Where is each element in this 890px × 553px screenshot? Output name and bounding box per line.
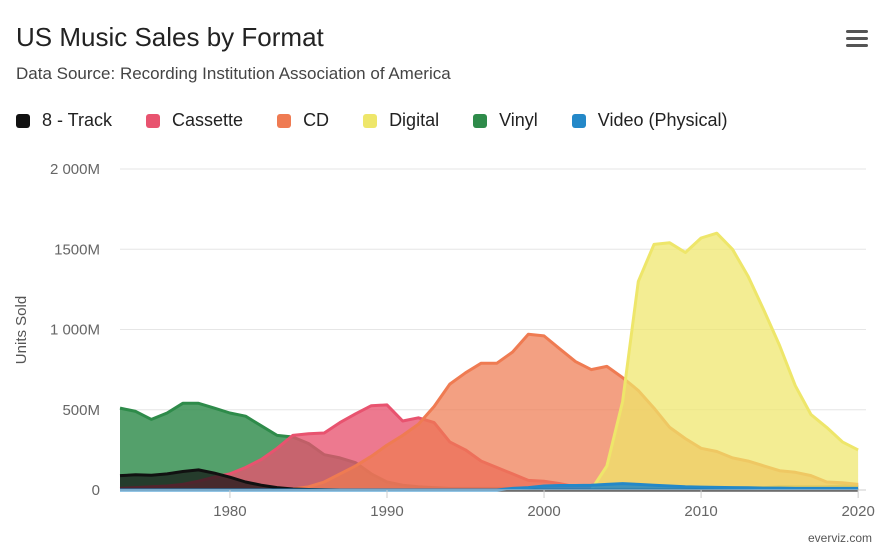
- legend-label: CD: [303, 110, 330, 130]
- hamburger-icon: [846, 30, 868, 33]
- legend-item[interactable]: Video (Physical): [571, 110, 728, 131]
- legend-item[interactable]: Digital: [363, 110, 439, 131]
- x-tick-label: 2010: [684, 503, 717, 520]
- y-axis-label: Units Sold: [13, 296, 30, 364]
- x-tick-label: 2000: [527, 503, 560, 520]
- legend-item[interactable]: Cassette: [146, 110, 243, 131]
- y-tick-label: 1500M: [54, 241, 100, 258]
- hamburger-icon-bar: [846, 44, 868, 47]
- hamburger-icon-bar: [846, 37, 868, 40]
- legend-label: Video (Physical): [597, 110, 728, 130]
- x-tick-label: 1990: [370, 503, 403, 520]
- legend-label: Vinyl: [499, 110, 538, 130]
- credit-text[interactable]: everviz.com: [807, 531, 872, 545]
- chart-title: US Music Sales by Format: [16, 22, 324, 52]
- legend-swatch: [146, 113, 161, 128]
- y-tick-label: 500M: [62, 402, 100, 419]
- legend: 8 - Track Cassette CD Digital Vinyl Video (Ph…: [16, 110, 762, 131]
- series-area: [120, 483, 859, 490]
- legend-label: 8 - Track: [42, 110, 113, 130]
- legend-item[interactable]: CD: [277, 110, 329, 131]
- legend-label: Digital: [389, 110, 440, 130]
- legend-swatch: [473, 113, 488, 128]
- series-area: [120, 404, 859, 490]
- legend-swatch: [16, 113, 30, 128]
- menu-button[interactable]: [846, 30, 868, 50]
- legend-item[interactable]: Vinyl: [473, 110, 538, 131]
- legend-swatch: [277, 113, 292, 128]
- legend-label: Cassette: [172, 110, 244, 130]
- legend-swatch: [363, 113, 378, 128]
- series-area: [120, 469, 859, 490]
- y-tick-label: 0: [92, 482, 100, 499]
- x-tick-label: 2020: [841, 503, 874, 520]
- y-tick-label: 2 000M: [50, 161, 100, 178]
- series-area: [120, 233, 859, 490]
- x-tick-label: 1980: [213, 503, 246, 520]
- chart-subtitle: Data Source: Recording Institution Assoc…: [16, 64, 451, 83]
- y-tick-label: 1 000M: [50, 322, 100, 339]
- legend-swatch: [571, 113, 586, 128]
- legend-item[interactable]: 8 - Track: [16, 110, 112, 131]
